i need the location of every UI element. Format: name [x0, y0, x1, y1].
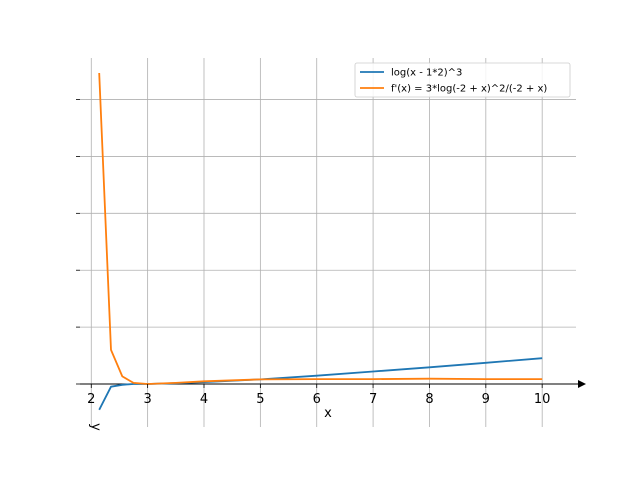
ticks: 2 3 4 5 6 7 8 9 10 [76, 99, 551, 407]
x-tick-label: 3 [143, 392, 151, 407]
legend-label-1: log(x - 1*2)^3 [391, 68, 462, 79]
legend-box [354, 62, 571, 98]
x-tick-label: 10 [534, 392, 551, 407]
series-line-2 [98, 72, 543, 385]
x-tick-label: 6 [313, 392, 321, 407]
x-axis-arrow [578, 380, 586, 388]
x-tick-label: 5 [256, 392, 264, 407]
grid [80, 58, 576, 427]
legend-label-2: f'(x) = 3*log(-2 + x)^2/(-2 + x) [391, 84, 547, 95]
x-tick-label: 9 [482, 392, 490, 407]
x-tick-label: 2 [87, 392, 95, 407]
y-axis-label: y [88, 423, 103, 431]
legend: log(x - 1*2)^3 f'(x) = 3*log(-2 + x)^2/(-… [354, 62, 571, 98]
x-tick-label: 7 [369, 392, 377, 407]
series-layer [98, 72, 543, 411]
x-axis-label: x [324, 406, 332, 421]
x-tick-label: 4 [200, 392, 208, 407]
x-tick-label: 8 [425, 392, 433, 407]
